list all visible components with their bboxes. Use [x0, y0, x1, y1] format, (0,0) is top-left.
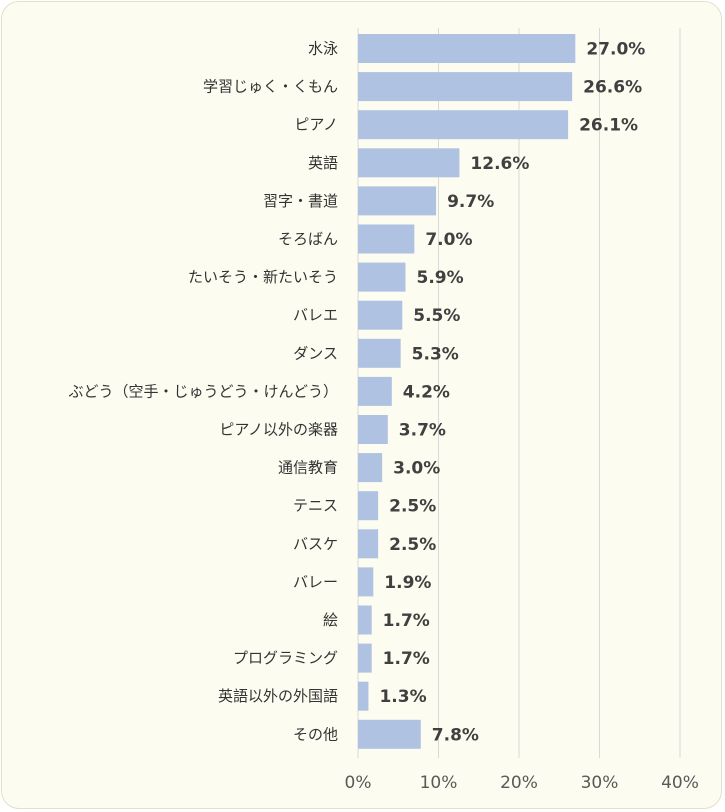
x-tick-label: 30% [581, 773, 619, 793]
bar[interactable] [358, 224, 415, 254]
category-label: バスケ [293, 535, 338, 553]
category-label: 習字・書道 [263, 192, 338, 210]
bar[interactable] [358, 681, 369, 711]
category-label: その他 [293, 725, 338, 743]
bar[interactable] [358, 567, 374, 597]
bar[interactable] [358, 491, 379, 521]
bar[interactable] [358, 300, 403, 330]
bar[interactable] [358, 415, 388, 444]
data-label: 1.7% [383, 611, 430, 631]
bar[interactable] [358, 110, 569, 140]
bar[interactable] [358, 605, 372, 635]
x-tick-label: 40% [661, 773, 699, 793]
data-label: 1.7% [383, 649, 430, 669]
category-label: 学習じゅく・くもん [203, 78, 338, 96]
data-label: 26.1% [579, 116, 638, 136]
data-label: 26.6% [583, 78, 642, 98]
data-label: 27.0% [586, 40, 645, 60]
data-label: 3.7% [399, 421, 446, 441]
x-tick-label: 0% [345, 773, 372, 793]
bar[interactable] [358, 186, 437, 216]
data-label: 1.9% [384, 573, 431, 593]
data-label: 2.5% [389, 497, 436, 517]
category-label: 通信教育 [278, 459, 338, 477]
category-label: テニス [293, 497, 338, 515]
x-tick-label: 10% [420, 773, 458, 793]
bar[interactable] [358, 529, 379, 559]
data-label: 3.0% [393, 459, 440, 479]
x-tick-label: 20% [500, 773, 538, 793]
category-label: 絵 [323, 611, 338, 629]
data-label: 7.0% [425, 230, 472, 250]
category-label: プログラミング [233, 649, 338, 667]
category-label: たいそう・新たいそう [188, 268, 338, 286]
category-label: ピアノ以外の楽器 [219, 421, 338, 439]
bar[interactable] [358, 719, 421, 749]
bar[interactable] [358, 376, 392, 406]
data-label: 5.5% [413, 306, 460, 326]
category-label: バレエ [293, 306, 338, 324]
data-label: 9.7% [447, 192, 494, 212]
category-label: 英語以外の外国語 [218, 687, 338, 705]
data-label: 4.2% [403, 382, 450, 402]
bar[interactable] [358, 34, 576, 63]
data-label: 1.3% [379, 687, 426, 707]
data-label: 12.6% [470, 154, 529, 174]
data-label: 5.3% [412, 344, 459, 364]
category-label: 英語 [308, 154, 338, 172]
data-label: 5.9% [416, 268, 463, 288]
category-label: そろばん [278, 230, 338, 248]
bar[interactable] [358, 338, 401, 368]
category-label: ピアノ [294, 116, 338, 134]
bar[interactable] [358, 72, 573, 102]
category-label: ぶどう（空手・じゅうどう・けんどう） [68, 382, 338, 400]
bar[interactable] [358, 643, 372, 673]
data-label: 2.5% [389, 535, 436, 555]
category-label: 水泳 [308, 40, 338, 58]
bar[interactable] [358, 148, 460, 178]
bar[interactable] [358, 453, 383, 483]
data-label: 7.8% [432, 725, 479, 745]
category-label: ダンス [293, 344, 338, 362]
category-label: バレー [293, 573, 338, 591]
bar[interactable] [358, 262, 406, 292]
